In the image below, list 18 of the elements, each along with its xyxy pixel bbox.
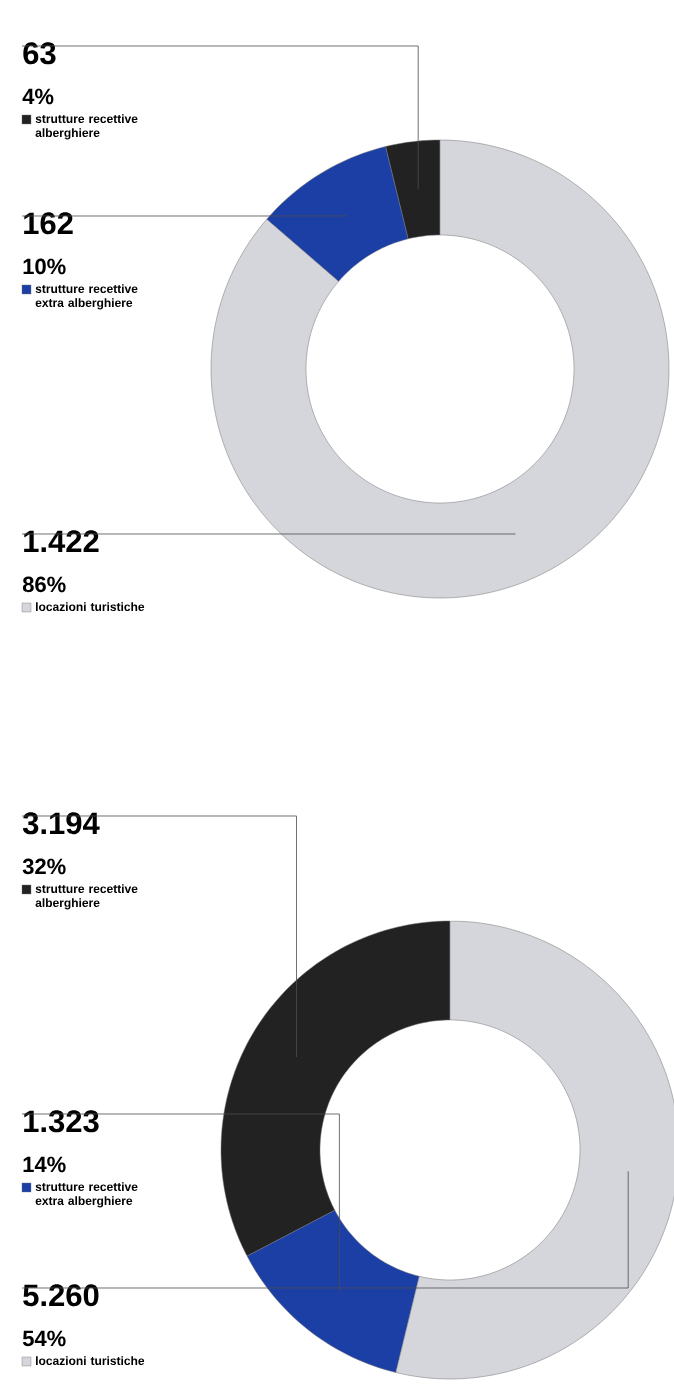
- text: 32%: [22, 858, 66, 875]
- data-label: 162: [24, 212, 73, 235]
- legend-label: locazioni turistiche: [36, 602, 145, 611]
- text: 4%: [22, 88, 54, 105]
- text: 10%: [23, 258, 66, 275]
- text: 14%: [23, 1156, 66, 1173]
- legend-label: strutture recettive alberghiere: [35, 114, 138, 140]
- legend-label: strutture recettive extra alberghiere: [35, 1182, 138, 1208]
- legend-label: strutture recettive alberghiere: [35, 884, 138, 910]
- data-label: 63: [23, 42, 56, 65]
- data-label: 1.323: [24, 1110, 99, 1133]
- data-label: 1.422: [24, 530, 99, 552]
- text: 86%: [22, 576, 66, 593]
- data-label: 5.260: [23, 1284, 99, 1307]
- legend-label: locazioni turistiche: [36, 1356, 145, 1365]
- data-label: 3.194: [22, 812, 100, 835]
- legend-label: strutture recettive extra alberghiere: [35, 284, 138, 310]
- text: 54%: [22, 1330, 66, 1347]
